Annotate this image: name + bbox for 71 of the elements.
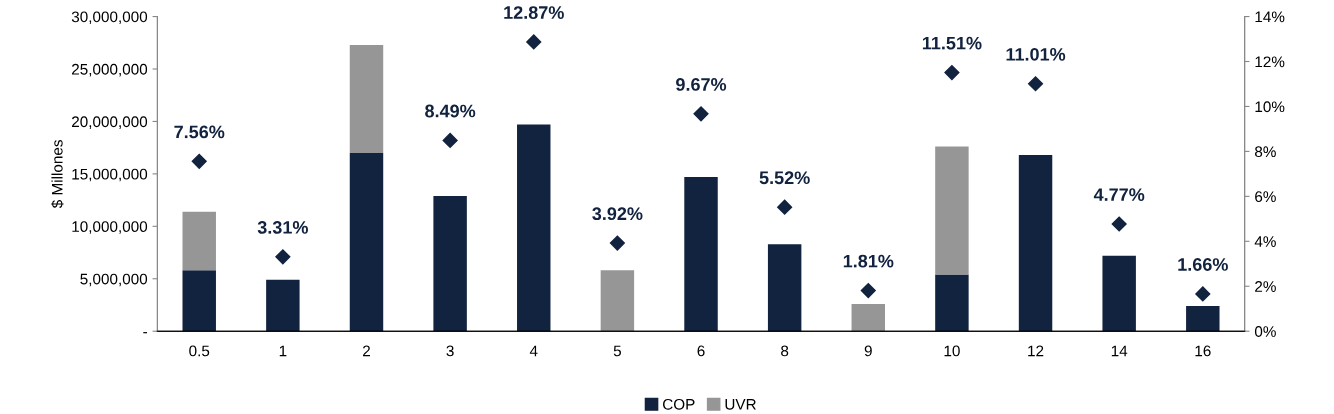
data-label: 8.49% [425, 104, 476, 118]
data-label: 4.77% [1093, 188, 1145, 201]
legend-label: UVR [725, 399, 756, 410]
x-tick-label: 8 [781, 345, 789, 357]
data-label: 5.52% [759, 171, 810, 185]
y2-tick-label: 4% [1254, 236, 1276, 247]
bar [935, 274, 969, 332]
data-label: 11.51% [922, 36, 982, 50]
point [944, 64, 960, 81]
bar [266, 279, 300, 332]
bar [684, 177, 718, 332]
y-tick-label: 30,000,000 [71, 11, 148, 25]
bar [767, 244, 802, 332]
bar [600, 270, 635, 332]
bar [517, 124, 551, 332]
y-tick-label: 25,000,000 [72, 63, 148, 77]
bar [935, 146, 969, 275]
bar [349, 152, 384, 332]
data-label: 3.92% [592, 207, 643, 221]
y2-tick-label: 8% [1255, 146, 1276, 158]
y-tick-label: 10,000,000 [72, 221, 148, 234]
y-tick-label: 20,000,000 [72, 116, 148, 129]
bar [1186, 306, 1220, 332]
y2-tick-label: 10% [1255, 101, 1285, 113]
point [275, 249, 291, 265]
point [693, 106, 709, 122]
point [1111, 216, 1127, 232]
y-tick-label: 15,000,000 [72, 168, 148, 182]
point [526, 34, 542, 50]
bar [1018, 155, 1053, 332]
x-tick-label: 4 [529, 345, 538, 357]
point [777, 199, 793, 215]
x-tick-label: 14 [1111, 345, 1128, 357]
bar [349, 44, 384, 153]
point [609, 235, 625, 251]
point [860, 282, 876, 299]
data-label: 7.56% [174, 125, 225, 139]
x-tick-label: 10 [944, 345, 960, 357]
x-tick-label: 1 [279, 345, 287, 357]
x-tick-label: 2 [363, 345, 370, 357]
x-tick-label: 16 [1195, 345, 1211, 357]
bar [433, 195, 467, 332]
y2-tick-label: 12% [1255, 56, 1285, 68]
y2-tick-label: 14% [1255, 11, 1285, 23]
data-label: 9.67% [676, 78, 727, 91]
point [442, 132, 458, 148]
data-label: 1.81% [843, 254, 894, 268]
data-label: 11.01% [1006, 47, 1066, 61]
x-tick-label: 9 [864, 345, 872, 357]
data-label: 12.87% [504, 6, 564, 19]
x-tick-label: 3 [446, 345, 454, 357]
y2-tick-label: 2% [1255, 281, 1276, 292]
bar [182, 211, 216, 271]
x-tick-label: 12 [1028, 345, 1044, 357]
x-tick-label: 5 [613, 345, 621, 357]
y-axis-title: $ Millones [51, 140, 64, 209]
legend-label: COP [663, 398, 695, 410]
x-tick-label: 6 [697, 345, 705, 357]
y-tick-label: 5,000,000 [80, 273, 148, 287]
data-label: 3.31% [257, 221, 308, 234]
point [191, 153, 207, 169]
y2-tick-label: 0% [1254, 326, 1276, 337]
point [1027, 76, 1044, 92]
bar [1102, 255, 1136, 332]
bar [851, 303, 886, 332]
bar [182, 270, 216, 332]
y2-tick-label: 6% [1255, 191, 1276, 203]
y-tick-label: - [143, 332, 148, 334]
point [1195, 286, 1211, 302]
data-label: 1.66% [1178, 258, 1228, 271]
x-tick-label: 0.5 [189, 345, 210, 357]
